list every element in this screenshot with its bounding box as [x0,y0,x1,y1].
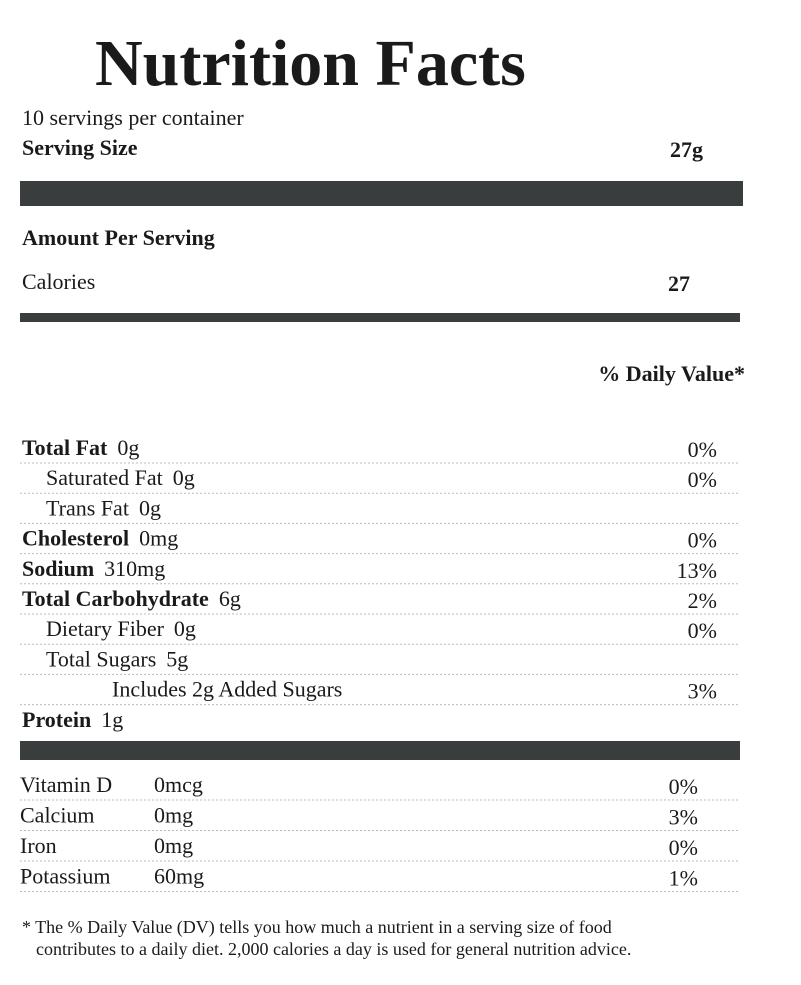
nutrient-name: Saturated Fat [46,465,163,490]
nutrient-name: Trans Fat [46,495,129,520]
daily-value: 13% [677,558,717,583]
daily-value: 0% [688,467,717,492]
nutrient-name: Includes 2g Added Sugars [112,677,342,702]
vitamin-name: Iron [20,833,57,858]
nutrient-row: Cholesterol 0mg [22,526,178,551]
daily-value: 0% [688,437,717,462]
daily-value: 1% [669,866,698,891]
daily-value: 0% [669,835,698,860]
thick-bar [20,181,743,206]
nutrient-amount: 1g [101,707,123,732]
nutrient-amount: 6g [219,586,241,611]
footnote: * The % Daily Value (DV) tells you how m… [22,917,612,938]
thick-bar [20,741,740,760]
servings: 10 servings per container [22,105,244,130]
nutrient-name: Protein [22,707,91,732]
serving-size-label: Serving Size [22,135,138,160]
serving-size: 27g [670,137,703,162]
medium-bar [20,313,740,322]
nutrient-row: Total Sugars 5g [46,646,188,671]
vitamin-amount: 0mcg [154,772,203,797]
daily-value: 3% [669,805,698,830]
nutrient-row: Protein 1g [22,707,123,732]
calories-label: Calories [22,269,95,294]
nutrient-name: Total Fat [22,435,108,460]
nutrient-name: Total Carbohydrate [22,586,209,611]
daily-value: 2% [688,588,717,613]
nutrient-row: Trans Fat 0g [46,495,161,520]
daily-value: 0% [688,618,717,643]
daily-value: 0% [669,774,698,799]
nutrient-amount: 0mg [139,526,178,551]
nutrient-amount: 0g [117,435,139,460]
nutrient-amount: 0g [139,495,161,520]
nutrient-row: Total Fat 0g [22,435,139,460]
nutrient-row: Saturated Fat 0g [46,465,195,490]
vitamin-name: Calcium [20,803,95,828]
daily-value: 0% [688,528,717,553]
vitamin-amount: 60mg [154,864,204,889]
nutrient-name: Total Sugars [46,646,156,671]
nutrient-row: Includes 2g Added Sugars [112,677,342,702]
vitamin-name: Potassium [20,864,110,889]
nutrient-name: Dietary Fiber [46,616,165,641]
calories-value: 27 [668,271,690,296]
nutrient-amount: 0g [173,465,195,490]
vitamin-amount: 0mg [154,803,193,828]
amount-per-serving: Amount Per Serving [22,225,215,250]
vitamin-amount: 0mg [154,833,193,858]
daily-value-header: % Daily Value* [598,361,745,386]
nutrient-amount: 0g [174,616,196,641]
nutrient-name: Sodium [22,556,94,581]
vitamin-name: Vitamin D [20,772,112,797]
title: Nutrition Facts [95,27,526,100]
footnote: contributes to a daily diet. 2,000 calor… [36,939,631,959]
nutrient-row: Dietary Fiber 0g [46,616,196,641]
daily-value: 3% [688,679,717,704]
nutrient-amount: 310mg [104,556,165,581]
nutrient-row: Total Carbohydrate 6g [22,586,241,611]
nutrient-amount: 5g [166,646,188,671]
nutrient-row: Sodium 310mg [22,556,165,581]
nutrient-name: Cholesterol [22,526,129,551]
